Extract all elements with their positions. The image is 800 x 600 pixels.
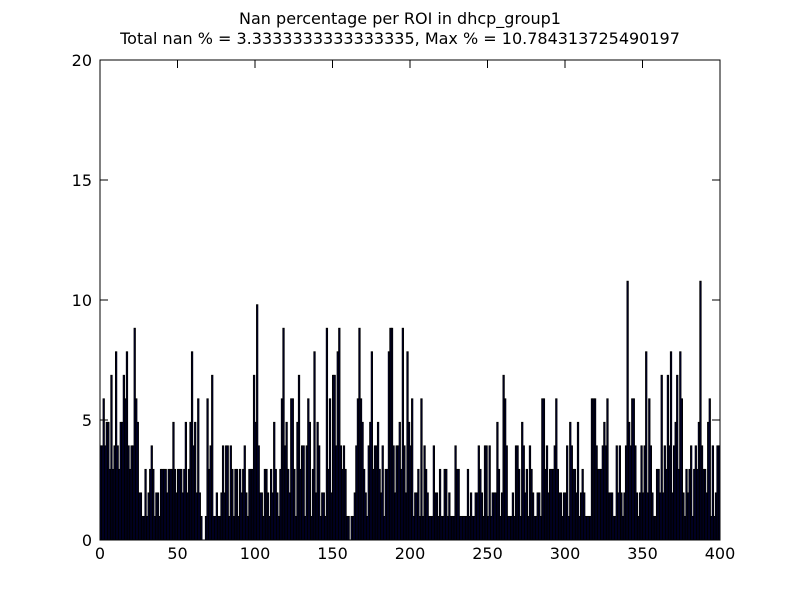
chart-subtitle: Total nan % = 3.3333333333333335, Max % …: [119, 29, 680, 48]
y-tick-label: 5: [82, 411, 92, 430]
x-tick-label: 0: [95, 544, 105, 563]
bar: [347, 515, 350, 541]
chart-title: Nan percentage per ROI in dhcp_group1: [239, 9, 561, 29]
x-tick-label: 200: [395, 544, 426, 563]
y-tick-label: 0: [82, 531, 92, 550]
x-tick-label: 150: [317, 544, 348, 563]
x-tick-label: 350: [627, 544, 658, 563]
x-tick-label: 50: [167, 544, 187, 563]
x-tick-label: 100: [240, 544, 271, 563]
x-tick-label: 300: [550, 544, 581, 563]
bar: [200, 515, 203, 541]
x-tick-label: 400: [705, 544, 736, 563]
x-tick-label: 250: [472, 544, 503, 563]
y-tick-label: 15: [72, 171, 92, 190]
y-tick-label: 10: [72, 291, 92, 310]
bar: [211, 374, 214, 541]
y-tick-label: 20: [72, 51, 92, 70]
